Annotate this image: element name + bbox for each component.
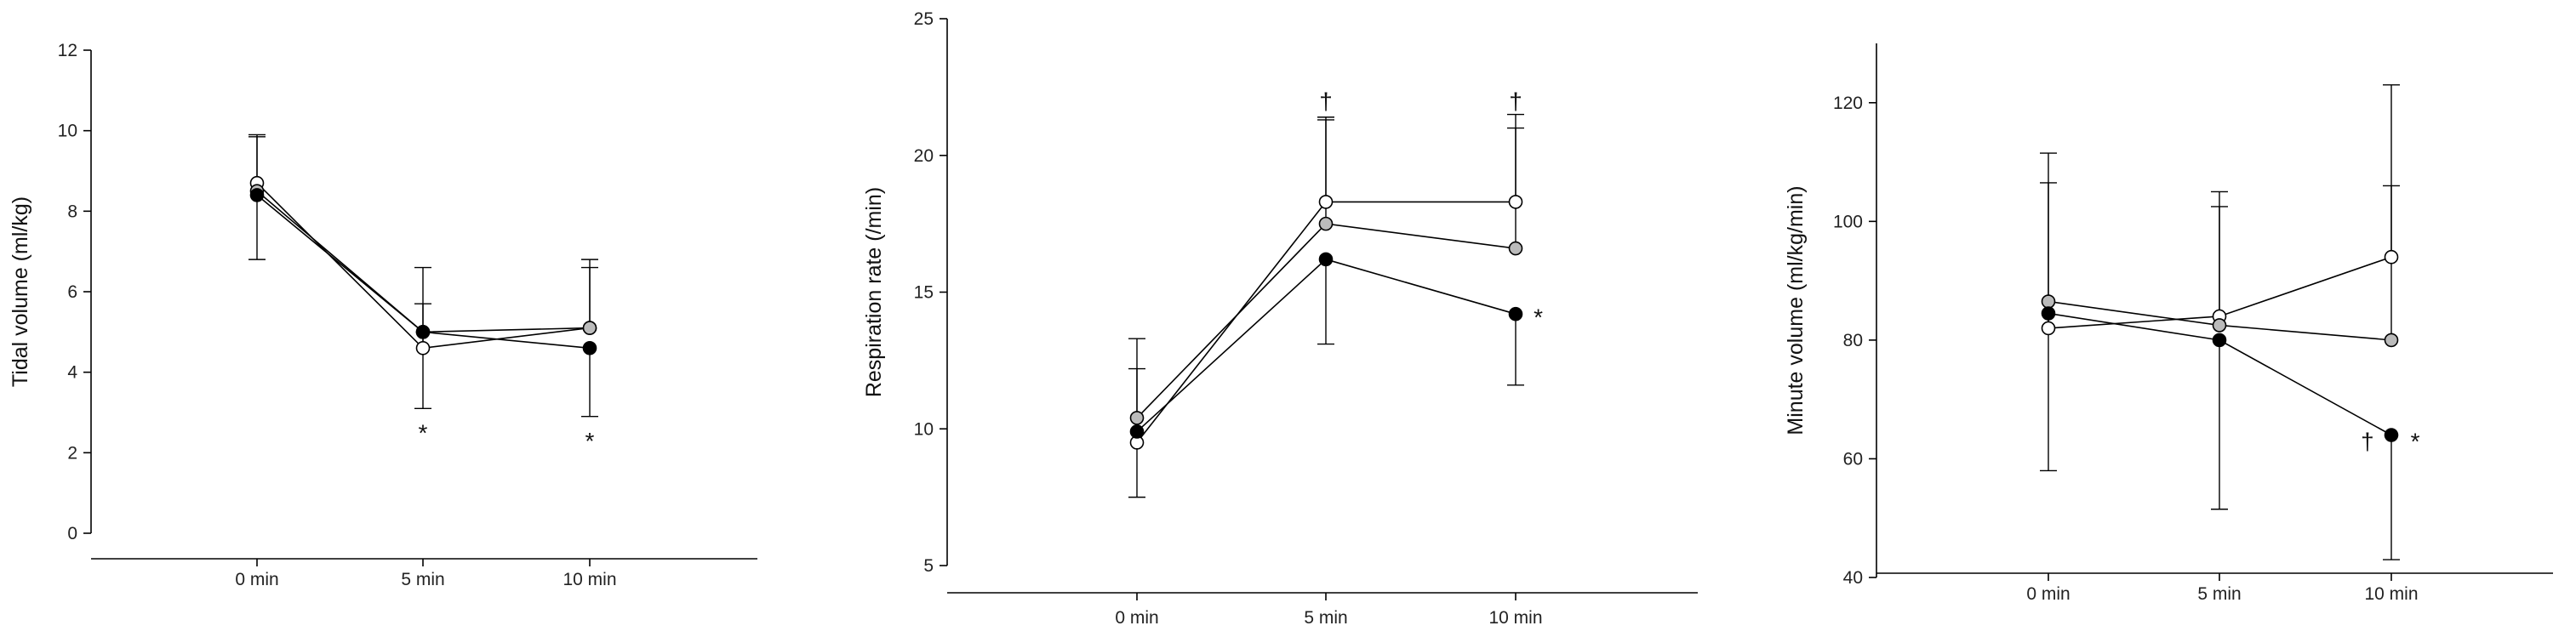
data-point-filled [415,325,431,339]
y-tick-label: 20 [914,146,934,166]
y-tick-label: 8 [67,202,77,221]
significance-marker: * [419,420,428,446]
y-tick-label: 25 [914,9,934,29]
y-tick-label: 6 [67,282,77,302]
significance-marker: * [1534,304,1543,330]
data-point-open [1508,195,1523,209]
y-tick-label: 4 [67,363,77,383]
data-point-gray [1508,241,1523,256]
y-tick-label: 10 [58,122,77,141]
data-point-gray [582,321,597,335]
significance-marker: † [1319,88,1333,114]
x-tick-label: 10 min [2364,584,2418,604]
data-point-open [415,340,431,355]
y-tick-label: 60 [1843,449,1863,469]
x-tick-label: 10 min [563,570,616,589]
y-tick-label: 40 [1843,568,1863,588]
significance-marker: † [1509,88,1522,114]
data-point-gray [1318,216,1334,231]
y-tick-label: 10 [914,419,934,439]
x-tick-label: 0 min [235,570,278,589]
y-tick-label: 100 [1833,212,1863,231]
x-tick-label: 5 min [1304,608,1347,628]
minute-volume-panel: 40 60 80 100 120 0 min 5 min 10 min Minute volum… [1784,43,2553,604]
data-point-gray [2212,318,2227,333]
data-point-filled [1508,306,1523,321]
x-tick-label: 5 min [2197,584,2241,604]
significance-marker: * [2411,429,2420,455]
data-point-open [1318,195,1334,209]
y-tick-label: 120 [1833,94,1863,113]
x-tick-label: 0 min [2026,584,2070,604]
data-point-filled [249,188,265,202]
y-tick-label: 15 [914,283,934,303]
y-tick-label: 12 [58,41,77,60]
x-tick-label: 0 min [1115,608,1158,628]
data-point-filled [2041,306,2056,321]
y-axis-title: Respiration rate (/min) [862,187,886,397]
y-tick-label: 80 [1843,331,1863,350]
data-point-filled [2384,428,2399,442]
significance-marker: † [2361,429,2374,455]
y-tick-label: 5 [923,556,934,576]
respiration-rate-panel: 5 10 15 20 25 0 min 5 min 10 min Respiration rat… [862,9,1698,628]
data-point-open [2384,249,2399,264]
y-tick-label: 2 [67,443,77,463]
tidal-volume-panel: 0 2 4 6 8 10 12 0 min 5 min 10 min Tidal volume (m… [9,41,757,589]
y-axis-title: Tidal volume (ml/kg) [9,196,32,387]
data-point-gray [2384,333,2399,348]
data-point-filled [582,340,597,355]
data-point-filled [1129,424,1145,439]
data-point-gray [1129,411,1145,425]
y-tick-label: 0 [67,524,77,543]
x-tick-label: 5 min [401,570,444,589]
significance-marker: * [585,428,595,454]
x-tick-label: 10 min [1488,608,1542,628]
data-point-filled [1318,252,1334,267]
data-point-filled [2212,333,2227,348]
y-axis-title: Minute volume (ml/kg/min) [1784,185,1808,435]
data-point-gray [2041,294,2056,309]
data-point-open [2041,321,2056,336]
